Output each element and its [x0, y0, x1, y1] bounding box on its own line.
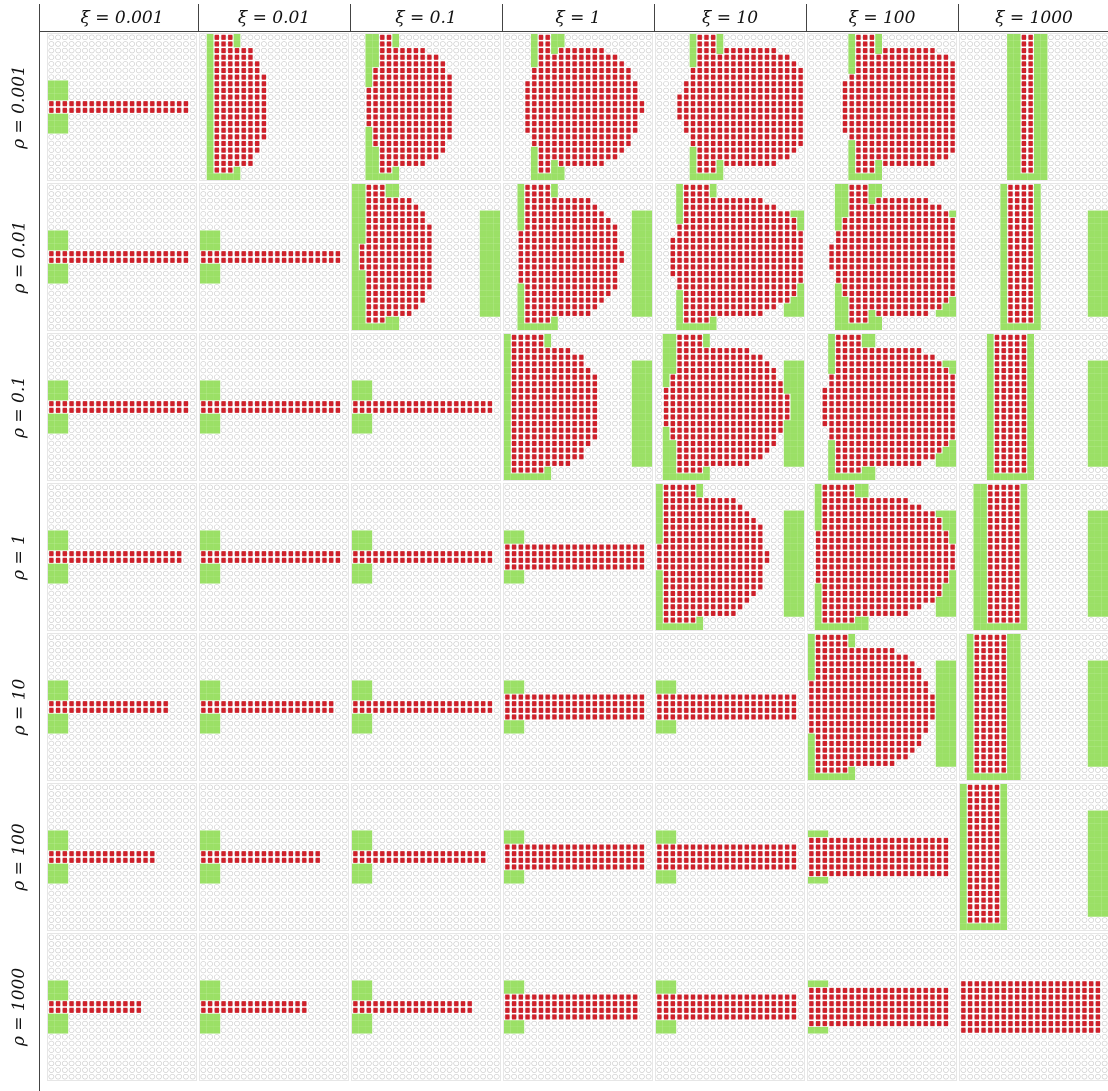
phase-panel	[655, 333, 805, 481]
phase-panel	[503, 483, 653, 631]
phase-panel	[199, 33, 349, 181]
phase-panel	[959, 783, 1108, 931]
phase-panel	[47, 933, 197, 1081]
phase-panel	[959, 333, 1108, 481]
phase-panel	[47, 183, 197, 331]
panel-background	[200, 334, 348, 480]
phase-panel	[47, 783, 197, 931]
phase-panel	[47, 633, 197, 781]
panel-background	[352, 484, 500, 630]
phase-panel	[351, 483, 501, 631]
panel-background	[352, 784, 500, 930]
phase-panel	[199, 483, 349, 631]
phase-panel	[199, 633, 349, 781]
phase-panel	[807, 483, 957, 631]
phase-panel	[351, 33, 501, 181]
phase-panel	[807, 783, 957, 931]
panel-background	[656, 934, 804, 1080]
phase-panel	[807, 933, 957, 1081]
panel-background	[504, 784, 652, 930]
phase-panel	[351, 633, 501, 781]
phase-panel	[959, 183, 1108, 331]
panel-background	[808, 934, 956, 1080]
phase-panel	[503, 333, 653, 481]
phase-panel	[199, 333, 349, 481]
panel-background	[656, 784, 804, 930]
phase-panel	[351, 333, 501, 481]
panel-background	[504, 934, 652, 1080]
phase-panel	[655, 483, 805, 631]
panel-background	[48, 34, 196, 180]
panel-background	[960, 934, 1108, 1080]
panel-background	[504, 34, 652, 180]
phase-panel	[959, 483, 1108, 631]
phase-panel	[807, 633, 957, 781]
panel-background	[200, 934, 348, 1080]
panel-background	[352, 334, 500, 480]
phase-panel	[959, 633, 1108, 781]
phase-panel	[47, 483, 197, 631]
panel-background	[48, 184, 196, 330]
panel-background	[200, 184, 348, 330]
phase-panel	[807, 183, 957, 331]
phase-panel	[199, 183, 349, 331]
panel-background	[48, 934, 196, 1080]
phase-panel	[503, 933, 653, 1081]
panel-background	[200, 484, 348, 630]
panel-background	[504, 484, 652, 630]
phase-panel	[655, 183, 805, 331]
phase-panel	[199, 933, 349, 1081]
phase-panel	[807, 333, 957, 481]
phase-panel	[351, 783, 501, 931]
panel-background	[200, 784, 348, 930]
panel-background	[352, 634, 500, 780]
panel-background	[48, 334, 196, 480]
phase-panel	[503, 33, 653, 181]
panel-background	[200, 634, 348, 780]
phase-panel	[47, 333, 197, 481]
phase-panel	[655, 933, 805, 1081]
panel-background	[808, 784, 956, 930]
phase-panel	[655, 33, 805, 181]
phase-panel	[503, 783, 653, 931]
panel-background	[504, 634, 652, 780]
phase-panel	[199, 783, 349, 931]
panel-background	[48, 784, 196, 930]
phase-panel	[47, 33, 197, 181]
panel-background	[352, 934, 500, 1080]
phase-panel	[503, 183, 653, 331]
panel-background	[656, 634, 804, 780]
panel-background	[48, 484, 196, 630]
phase-panel	[959, 33, 1108, 181]
phase-panel	[959, 933, 1108, 1081]
phase-panel	[655, 783, 805, 931]
phase-panel	[655, 633, 805, 781]
phase-panel	[351, 933, 501, 1081]
panel-background	[48, 634, 196, 780]
phase-panel	[807, 33, 957, 181]
phase-panel	[351, 183, 501, 331]
phase-panel	[503, 633, 653, 781]
